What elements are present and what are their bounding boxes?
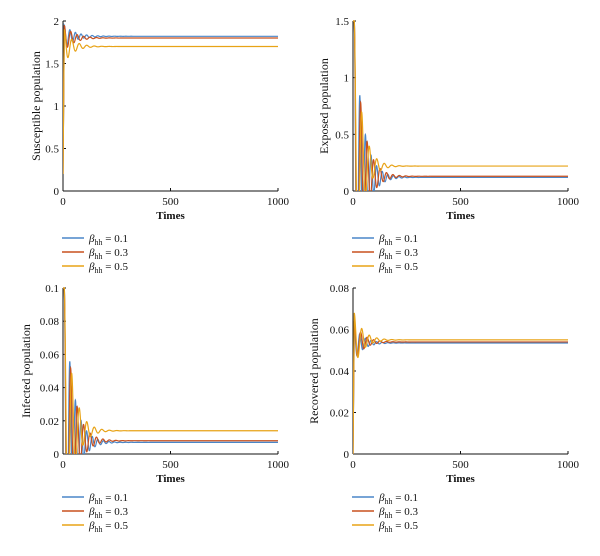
x-tick-label: 500 [162,459,179,471]
y-tick-label: 0 [54,186,60,198]
y-tick-label: 1.5 [335,16,349,28]
x-tick-label: 0 [60,459,66,471]
series-line-2 [353,20,568,191]
legend-label-2: βhh = 0.3 [88,247,128,261]
legend-label-1: βhh = 0.1 [378,492,418,506]
series-line-3 [353,312,568,454]
y-tick-label: 0.06 [40,349,60,361]
series-line-3 [63,287,278,454]
y-tick-label: 0.5 [45,144,59,156]
legend-label-3: βhh = 0.5 [88,520,128,534]
y-tick-label: 1.5 [45,59,59,71]
chart-panel-1: 0 0.5 1 1.5 2 0 500 1000 Times Susceptible popula… [29,16,290,275]
legend-label-3: βhh = 0.5 [88,261,128,275]
y-tick-label: 0 [344,186,350,198]
x-axis-title: Times [156,473,185,485]
series-line-2 [63,287,278,454]
legend-label-2: βhh = 0.3 [378,506,418,520]
y-tick-label: 0.02 [330,408,349,420]
y-axis-title: Recovered population [307,318,321,424]
legend-label-1: βhh = 0.1 [88,233,128,247]
y-axis-title: Infected population [19,324,33,418]
x-axis-title: Times [156,210,185,222]
series-line-1 [353,20,568,191]
x-axis-title: Times [446,210,475,222]
y-tick-label: 0 [344,449,350,461]
y-tick-label: 0.02 [40,416,59,428]
y-tick-label: 0.08 [330,283,350,295]
x-tick-label: 500 [452,459,469,471]
chart-panel-2: 0 0.5 1 1.5 0 500 1000 Times Exposed population β… [317,16,580,275]
legend-label-3: βhh = 0.5 [378,261,418,275]
chart-panel-3: 0 0.02 0.04 0.06 0.08 0.1 0 500 1000 Times Infecte… [19,283,290,534]
legend-label-1: βhh = 0.1 [378,233,418,247]
x-tick-label: 1000 [267,196,290,208]
legend-label-2: βhh = 0.3 [378,247,418,261]
legend-label-3: βhh = 0.5 [378,520,418,534]
y-tick-label: 1 [54,101,60,113]
series-line-3 [63,29,278,175]
y-tick-label: 2 [54,16,60,28]
x-tick-label: 0 [350,196,356,208]
y-tick-label: 0.08 [40,316,60,328]
y-axis-title: Susceptible population [29,51,43,161]
y-tick-label: 1 [344,73,350,85]
x-tick-label: 1000 [267,459,290,471]
x-tick-label: 0 [60,196,66,208]
series-line-1 [353,325,568,454]
x-tick-label: 500 [452,196,469,208]
series-line-2 [353,321,568,454]
y-tick-label: 0.04 [330,366,350,378]
series-line-2 [63,24,278,175]
x-tick-label: 1000 [557,196,580,208]
legend-label-2: βhh = 0.3 [88,506,128,520]
legend-label-1: βhh = 0.1 [88,492,128,506]
series-line-3 [353,20,568,191]
x-tick-label: 1000 [557,459,580,471]
y-tick-label: 0.1 [45,283,59,295]
x-tick-label: 0 [350,459,356,471]
series-line-1 [63,23,278,175]
x-axis-title: Times [446,473,475,485]
x-tick-label: 500 [162,196,179,208]
y-tick-label: 0.5 [335,129,349,141]
chart-panel-4: 0 0.02 0.04 0.06 0.08 0 500 1000 Times Recovered … [307,283,580,534]
y-tick-label: 0.04 [40,383,60,395]
y-tick-label: 0.06 [330,325,350,337]
y-axis-title: Exposed population [317,58,331,154]
y-tick-label: 0 [54,449,60,461]
